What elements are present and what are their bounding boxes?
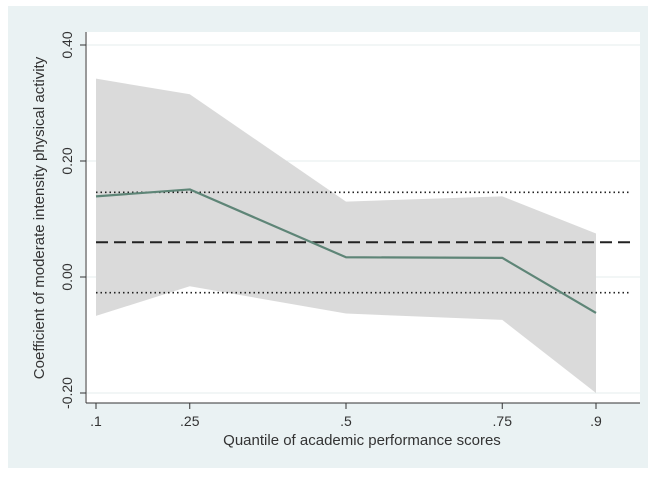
x-tick-label-3: .75 [493,413,513,429]
y-tick-label-1: 0.00 [59,263,75,290]
x-tick-label-0: .1 [90,413,102,429]
x-tick-label-2: .5 [340,413,352,429]
y-tick-label-3: 0.40 [59,31,75,58]
x-tick-label-1: .25 [180,413,200,429]
y-tick-label-2: 0.20 [59,147,75,174]
y-axis-title: Coefficient of moderate intensity physic… [31,56,48,379]
x-tick-label-4: .9 [590,413,602,429]
y-tick-label-0: -0.20 [59,377,75,409]
x-axis-title: Quantile of academic performance scores [223,432,501,449]
